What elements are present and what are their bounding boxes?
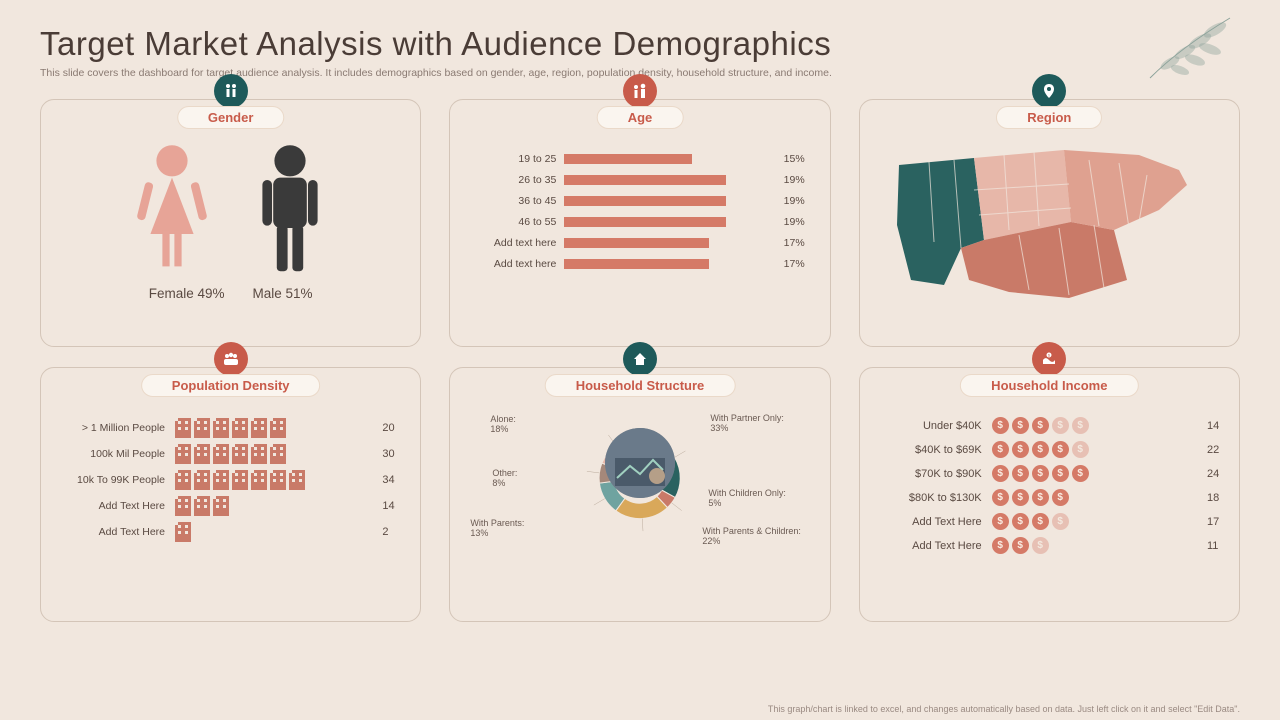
page-title: Target Market Analysis with Audience Dem… [0, 0, 1280, 67]
female-label: Female 49% [149, 286, 225, 301]
male-figure [251, 144, 329, 276]
age-row: 46 to 55 19% [464, 216, 815, 228]
female-figure [133, 144, 211, 276]
income-icon: $ [1032, 342, 1066, 376]
gender-card: Gender [40, 99, 421, 347]
age-row: Add text here 17% [464, 237, 815, 249]
income-row: Under $40K$$$$$14 [874, 417, 1225, 434]
donut-label: With Partner Only:33% [710, 413, 784, 433]
age-icon [623, 74, 657, 108]
donut-label: Other:8% [492, 468, 517, 488]
income-row: $40K to $69K$$$$$22 [874, 441, 1225, 458]
age-title: Age [597, 106, 684, 129]
us-map [889, 130, 1209, 310]
income-row: Add Text Here$$$$17 [874, 513, 1225, 530]
age-card: Age 19 to 25 15% 26 to 35 19% 36 to 45 19%… [449, 99, 830, 347]
income-row: Add Text Here$$$11 [874, 537, 1225, 554]
age-row: 36 to 45 19% [464, 195, 815, 207]
card-grid: Gender [0, 87, 1280, 622]
donut-label: With Parents:13% [470, 518, 524, 538]
leaf-decoration [1140, 8, 1260, 88]
donut-label: With Parents & Children:22% [702, 526, 801, 546]
age-row: 26 to 35 19% [464, 174, 815, 186]
gender-icon [214, 74, 248, 108]
income-row: $80K to $130K$$$$18 [874, 489, 1225, 506]
density-row: Add Text Here2 [55, 522, 406, 542]
donut-center-image [605, 428, 675, 498]
footnote: This graph/chart is linked to excel, and… [768, 704, 1240, 714]
density-card: Population Density > 1 Million People20 1… [40, 367, 421, 622]
density-row: 100k Mil People30 [55, 444, 406, 464]
density-row: Add Text Here14 [55, 496, 406, 516]
region-card: Region [859, 99, 1240, 347]
region-icon [1032, 74, 1066, 108]
donut-label: With Children Only:5% [708, 488, 786, 508]
age-row: 19 to 25 15% [464, 153, 815, 165]
donut-label: Alone:18% [490, 414, 516, 434]
density-title: Population Density [141, 374, 321, 397]
male-label: Male 51% [253, 286, 313, 301]
density-row: > 1 Million People20 [55, 418, 406, 438]
density-row: 10k To 99K People34 [55, 470, 406, 490]
income-title: Household Income [960, 374, 1138, 397]
density-icon [214, 342, 248, 376]
gender-title: Gender [177, 106, 285, 129]
income-row: $70K to $90K$$$$$24 [874, 465, 1225, 482]
region-title: Region [996, 106, 1102, 129]
income-card: $ Household Income Under $40K$$$$$14$40K… [859, 367, 1240, 622]
svg-text:$: $ [1048, 354, 1050, 358]
household-card: Household Structure With Partner Only:33… [449, 367, 830, 622]
age-row: Add text here 17% [464, 258, 815, 270]
